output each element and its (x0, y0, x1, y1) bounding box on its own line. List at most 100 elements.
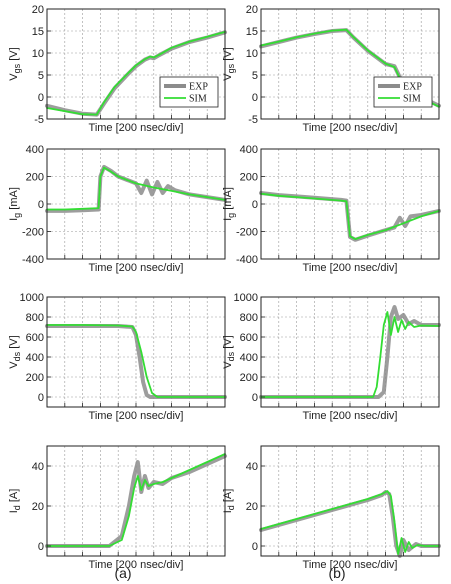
series-sim-line (260, 490, 440, 555)
y-tick-label: 10 (246, 48, 258, 60)
legend-label-exp: EXP (403, 82, 422, 93)
chart-a-row0: -5 0 5 10 15 20 Time [200 nsec/div] Vgs [V] EXPS… (8, 4, 227, 134)
y-axis-label-symbol: I (8, 510, 20, 513)
y-tick-label: 15 (246, 26, 258, 38)
series-exp-line (259, 305, 441, 399)
chart-b-row1: -400 -200 0 200 400 Time [200 nsec/div] Ig [mA… (222, 144, 441, 274)
y-axis-label-subscript: ds (226, 351, 236, 361)
y-tick-label: -400 (22, 254, 44, 266)
y-tick-label: 200 (240, 372, 258, 384)
y-axis-label-symbol: V (8, 361, 20, 369)
x-axis-label: Time [200 nsec/div] (89, 262, 184, 274)
grid (47, 296, 225, 407)
y-axis-label-subscript: ds (12, 351, 22, 361)
chart-b-row3: 0 20 40 Time [200 nsec/div] Id [A] (222, 445, 441, 571)
y-tick-label: 200 (26, 372, 44, 384)
grid (261, 446, 439, 556)
y-tick-label: 1000 (234, 292, 258, 304)
y-axis-label: Id [A] (8, 489, 22, 514)
x-axis-label: Time [200 nsec/div] (303, 559, 398, 571)
y-axis-label: Vgs [V] (222, 47, 236, 80)
series-sim-line (260, 311, 440, 398)
y-axis-label-subscript: g (12, 213, 22, 218)
legend-label-sim: SIM (189, 94, 207, 105)
y-axis-label: Vds [V] (8, 335, 22, 368)
y-axis-label-subscript: gs (12, 63, 22, 73)
series-sim-line (46, 166, 226, 211)
x-axis-label: Time [200 nsec/div] (89, 410, 184, 422)
y-axis-label: Ig [mA] (8, 187, 22, 221)
y-tick-label: 400 (26, 144, 44, 156)
y-axis-label: Ig [mA] (222, 187, 236, 221)
series-exp-line (45, 454, 227, 548)
series-sim-line (46, 30, 226, 116)
x-axis-label: Time [200 nsec/div] (89, 122, 184, 134)
y-tick-label: 0 (38, 92, 44, 104)
y-axis-label: Id [A] (222, 489, 236, 514)
y-axis-label-subscript: d (12, 505, 22, 510)
y-axis-label-symbol: I (222, 510, 234, 513)
caption-a: (a) (114, 565, 131, 581)
y-axis-label-unit: [V] (8, 335, 20, 352)
y-axis-label-unit: [V] (222, 47, 234, 64)
y-tick-label: 600 (26, 332, 44, 344)
y-tick-label: 0 (252, 392, 258, 404)
y-tick-label: 10 (32, 48, 44, 60)
y-tick-label: 400 (240, 144, 258, 156)
y-axis-label-unit: [A] (222, 489, 234, 506)
series-sim-line (46, 324, 226, 398)
legend-box (373, 76, 433, 108)
y-tick-label: 0 (252, 541, 258, 553)
y-axis-label-symbol: V (222, 73, 234, 81)
y-tick-label: 1000 (20, 292, 44, 304)
series-exp-line (45, 164, 227, 213)
grid (261, 148, 439, 260)
y-axis-label-subscript: d (226, 505, 236, 510)
x-axis-label: Time [200 nsec/div] (303, 122, 398, 134)
chart-b-row0: -5 0 5 10 15 20 Time [200 nsec/div] Vgs [V] EXPS… (222, 4, 441, 134)
y-tick-label: 0 (38, 392, 44, 404)
y-axis-label-unit: [mA] (222, 187, 234, 213)
y-tick-label: 20 (246, 4, 258, 16)
y-axis-label-unit: [V] (222, 335, 234, 352)
y-tick-label: -200 (236, 227, 258, 239)
grid (261, 296, 439, 407)
chart-b-row2: 0 200 400 600 800 1000 Time [200 nsec/div] Vds … (222, 292, 441, 422)
y-axis-label: Vds [V] (222, 335, 236, 368)
chart-a-row2: 0 200 400 600 800 1000 Time [200 nsec/div] Vds … (8, 292, 227, 422)
x-axis-label: Time [200 nsec/div] (89, 559, 184, 571)
legend-label-exp: EXP (189, 82, 208, 93)
y-axis-label-symbol: I (8, 218, 20, 221)
x-axis-label: Time [200 nsec/div] (303, 410, 398, 422)
y-tick-label: 20 (32, 501, 44, 513)
y-tick-label: 200 (26, 172, 44, 184)
chart-a-row1: -400 -200 0 200 400 Time [200 nsec/div] Ig [mA… (8, 144, 227, 274)
series-sim-line (260, 192, 440, 241)
y-tick-label: -5 (248, 114, 258, 126)
chart-a-row3: 0 20 40 Time [200 nsec/div] Id [A] (8, 445, 227, 571)
y-axis-label-unit: [A] (8, 489, 20, 506)
y-axis-label-symbol: V (8, 73, 20, 81)
y-tick-label: 0 (252, 199, 258, 211)
y-tick-label: 20 (246, 501, 258, 513)
grid (47, 148, 225, 260)
y-tick-label: 0 (38, 541, 44, 553)
y-tick-label: 400 (240, 352, 258, 364)
y-tick-label: -200 (22, 227, 44, 239)
y-tick-label: 0 (38, 199, 44, 211)
y-axis-label-symbol: I (222, 218, 234, 221)
legend-label-sim: SIM (403, 94, 421, 105)
y-axis-label-unit: [V] (8, 47, 20, 64)
y-axis-label-subscript: g (226, 213, 236, 218)
y-tick-label: 40 (32, 461, 44, 473)
y-tick-label: 800 (240, 312, 258, 324)
y-axis-label-unit: [mA] (8, 187, 20, 213)
series-exp-line (259, 490, 441, 558)
y-axis-label-subscript: gs (226, 63, 236, 73)
y-tick-label: 20 (32, 4, 44, 16)
y-tick-label: -5 (34, 114, 44, 126)
y-tick-label: 800 (26, 312, 44, 324)
y-tick-label: -400 (236, 254, 258, 266)
